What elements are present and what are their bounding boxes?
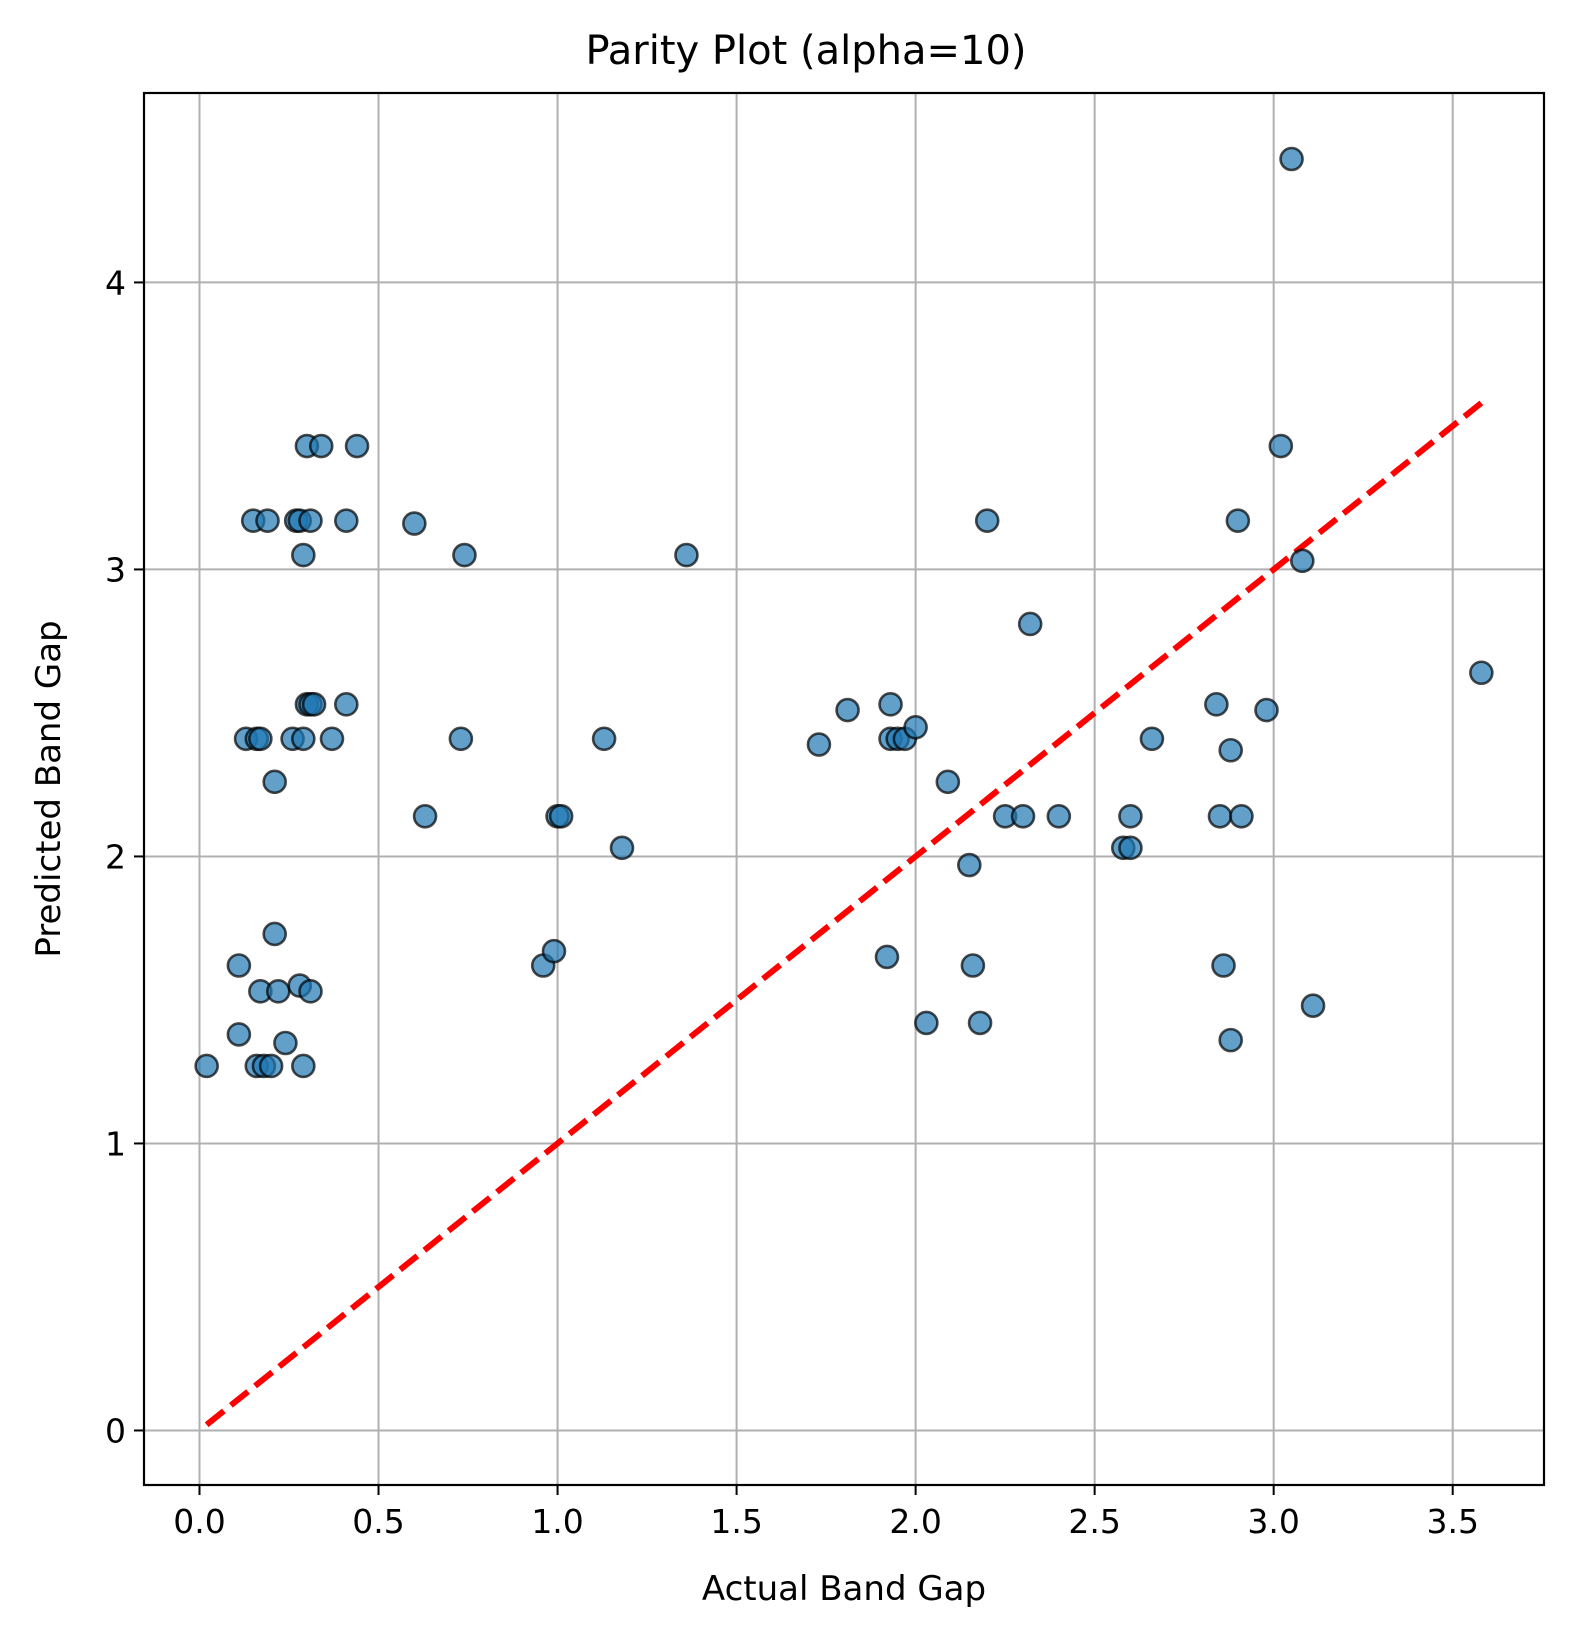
x-tick-label: 2.5 — [1068, 1502, 1120, 1541]
scatter-point — [835, 697, 860, 723]
y-tick-label: 2 — [105, 837, 126, 876]
scatter-point — [1046, 803, 1072, 829]
grid-lines — [144, 93, 1544, 1485]
scatter-point — [194, 1053, 219, 1079]
scatter-point — [402, 511, 427, 536]
scatter-point — [1300, 993, 1326, 1018]
scatter-point — [1118, 835, 1143, 861]
scatter-point — [674, 542, 699, 568]
x-tick-label: 3.0 — [1247, 1502, 1299, 1541]
x-axis-label: Actual Band Gap — [702, 1569, 986, 1609]
scatter-point — [591, 726, 617, 752]
scatter-point — [334, 692, 359, 717]
scatter-point — [903, 714, 928, 740]
scatter-point — [1290, 548, 1315, 574]
scatter-point — [255, 508, 280, 533]
scatter-point — [1017, 611, 1043, 637]
scatter-point — [1469, 660, 1494, 686]
axis-ticks: 0.0 0.5 1.0 1.5 2.0 2.5 3.0 3.5 0 1 2 3 4 — [105, 263, 1479, 1541]
y-tick-label: 3 — [105, 550, 126, 589]
scatter-point — [914, 1010, 939, 1036]
y-tick-label: 1 — [105, 1124, 126, 1163]
scatter-point — [935, 769, 961, 795]
scatter-point — [1279, 146, 1304, 172]
scatter-point — [878, 692, 903, 717]
plot-frame — [142, 91, 1546, 1487]
scatter-point — [448, 726, 474, 752]
scatter-point — [1254, 697, 1279, 723]
x-tick-label: 0.0 — [173, 1502, 225, 1541]
y-axis-label: Predicted Band Gap — [29, 620, 69, 957]
parity-line-layer — [204, 400, 1484, 1428]
scatter-point — [1218, 737, 1244, 763]
scatter-point — [226, 1022, 252, 1047]
scatter-point — [960, 953, 986, 978]
scatter-point — [1010, 803, 1036, 829]
x-tick-label: 2.0 — [889, 1502, 941, 1541]
scatter-point — [258, 1053, 284, 1079]
scatter-point — [298, 979, 323, 1004]
scatter-point — [291, 542, 316, 568]
scatter-point — [957, 852, 982, 878]
scatter-point — [291, 726, 316, 752]
scatter-point — [1225, 508, 1251, 533]
scatter-point — [273, 1030, 298, 1056]
x-tick-label: 0.5 — [352, 1502, 404, 1541]
scatter-point — [967, 1010, 993, 1036]
scatter-point — [291, 1053, 316, 1079]
chart-title: Parity Plot (alpha=10) — [585, 28, 1026, 74]
scatter-point — [334, 508, 359, 533]
scatter-point — [301, 692, 327, 717]
scatter-point — [344, 433, 370, 459]
scatter-point — [1268, 433, 1294, 459]
scatter-point — [1211, 953, 1236, 978]
scatter-point — [262, 921, 287, 947]
scatter-points — [194, 146, 1494, 1079]
x-tick-label: 1.0 — [531, 1502, 583, 1541]
scatter-point — [1139, 726, 1165, 752]
scatter-point — [265, 979, 291, 1004]
y-tick-label: 0 — [105, 1411, 126, 1450]
scatter-point — [806, 732, 832, 757]
scatter-point — [874, 944, 900, 970]
x-tick-label: 3.5 — [1426, 1502, 1478, 1541]
scatter-point — [1207, 803, 1233, 829]
scatter-point — [541, 938, 567, 964]
scatter-point — [548, 803, 574, 829]
scatter-point — [452, 542, 477, 568]
scatter-point — [974, 508, 1000, 533]
scatter-point — [248, 726, 273, 752]
scatter-point — [262, 769, 287, 795]
scatter-point — [308, 433, 334, 459]
scatter-point — [1218, 1027, 1244, 1053]
scatter-point — [319, 726, 345, 752]
scatter-point — [1229, 803, 1254, 829]
x-tick-label: 1.5 — [710, 1502, 762, 1541]
parity-reference-line — [204, 400, 1484, 1428]
scatter-point — [412, 803, 438, 829]
y-tick-label: 4 — [105, 263, 126, 302]
scatter-point — [298, 508, 323, 533]
scatter-point — [1204, 692, 1229, 717]
scatter-point — [226, 953, 252, 978]
scatter-point — [609, 835, 635, 861]
scatter-point — [1118, 803, 1143, 829]
